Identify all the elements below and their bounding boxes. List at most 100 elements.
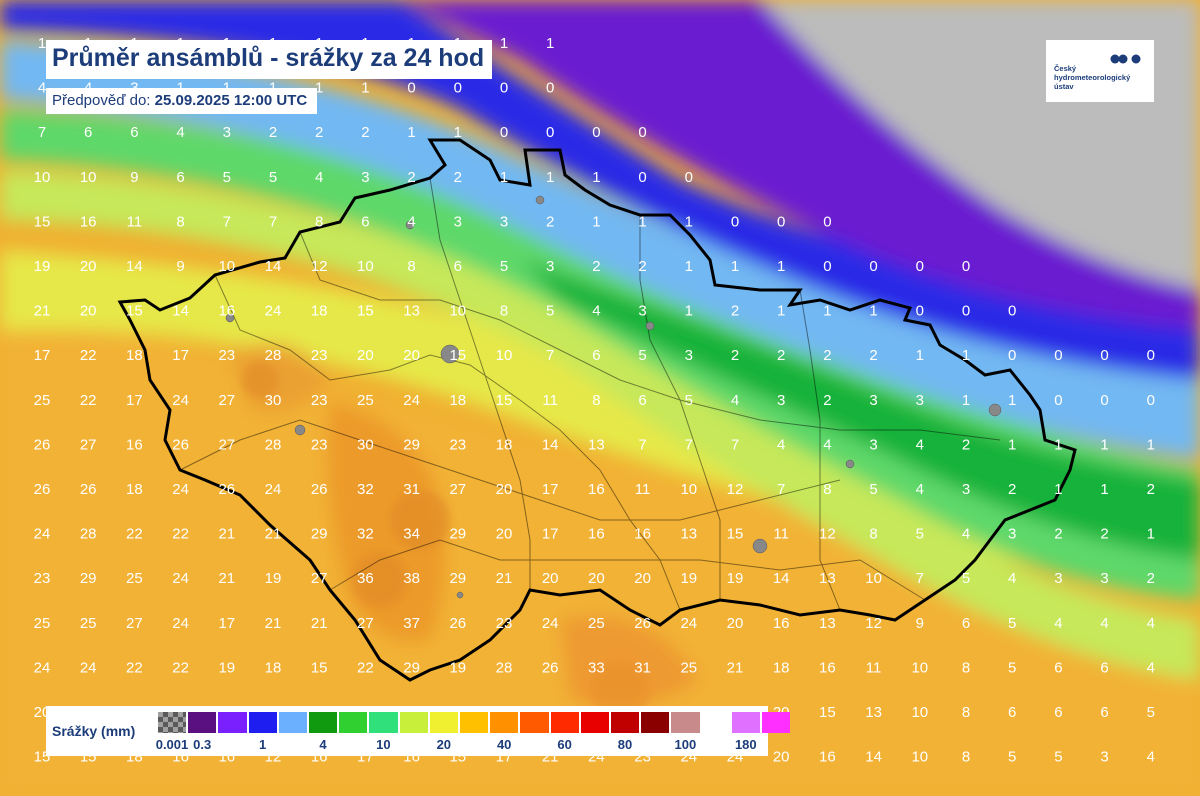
grid-value: 0 [546,80,554,97]
legend-tick-label: 180 [734,737,757,752]
grid-value: 20 [80,303,97,320]
grid-value: 1 [315,80,323,97]
logo-line-2: hydrometeorologický [1054,73,1131,82]
grid-value: 15 [496,392,513,409]
grid-value: 20 [634,570,651,587]
legend-swatch [188,712,217,733]
grid-value: 2 [638,258,646,275]
grid-value: 4 [777,436,785,453]
grid-value: 15 [449,347,466,364]
grid-value: 25 [34,615,51,632]
grid-value: 0 [1008,347,1016,364]
grid-value: 19 [218,659,235,676]
legend-swatch [278,712,307,733]
grid-value: 23 [218,347,235,364]
grid-value: 28 [265,347,282,364]
grid-value: 2 [592,258,600,275]
grid-value: 32 [357,526,374,543]
grid-value: 8 [407,258,415,275]
precipitation-grid-values: 1111111111114431111100007664322211000010… [34,35,1155,766]
grid-value: 3 [500,213,508,230]
grid-value: 3 [1100,749,1108,766]
legend-swatch [218,712,247,733]
grid-value: 16 [218,303,235,320]
grid-value: 3 [546,258,554,275]
grid-value: 11 [866,659,882,676]
grid-value: 27 [218,392,235,409]
grid-value: 22 [126,526,143,543]
grid-value: 10 [34,169,51,186]
grid-value: 23 [311,347,328,364]
grid-value: 21 [34,303,51,320]
grid-value: 26 [34,481,51,498]
grid-value: 22 [172,659,189,676]
grid-value: 0 [823,258,831,275]
grid-value: 9 [916,615,924,632]
grid-value: 32 [357,481,374,498]
grid-value: 10 [218,258,235,275]
grid-value: 20 [542,570,559,587]
precipitation-legend: Srážky (mm) 0.001 0.3 1 4 10 20 40 60 80 100 180 [46,706,791,756]
grid-value: 30 [357,436,374,453]
grid-value: 1 [454,124,462,141]
grid-value: 12 [727,481,744,498]
grid-value: 1 [407,124,415,141]
grid-value: 3 [223,124,231,141]
grid-value: 27 [80,436,97,453]
grid-value: 0 [592,124,600,141]
grid-value: 1 [731,258,739,275]
grid-value: 23 [34,570,51,587]
grid-value: 20 [80,258,97,275]
legend-tick-label: 20 [436,737,452,752]
legend-tick-label: 40 [496,737,512,752]
map-title: Průměr ansámblů - srážky za 24 hod [46,40,493,79]
legend-swatch [611,712,640,733]
grid-value: 1 [1054,481,1062,498]
forecast-date: 25.09.2025 12:00 UTC [154,92,308,109]
grid-value: 27 [218,436,235,453]
grid-value: 1 [1147,436,1155,453]
grid-value: 11 [127,213,143,230]
legend-swatch [460,712,489,733]
grid-value: 18 [449,392,466,409]
grid-value: 2 [361,124,369,141]
grid-value: 10 [911,749,928,766]
grid-value: 12 [865,615,882,632]
grid-value: 6 [592,347,600,364]
grid-value: 21 [496,570,513,587]
grid-value: 0 [638,169,646,186]
grid-value: 4 [1147,615,1155,632]
grid-value: 24 [680,615,697,632]
legend-swatch [429,712,458,733]
grid-value: 0 [962,303,970,320]
grid-value: 17 [542,526,559,543]
grid-value: 36 [357,570,374,587]
grid-value: 20 [773,749,790,766]
grid-value: 24 [80,659,97,676]
legend-tick-label: 80 [617,737,633,752]
grid-value: 7 [223,213,231,230]
grid-value: 0 [823,213,831,230]
grid-value: 4 [176,124,184,141]
legend-swatch [731,712,760,733]
legend-tick-label: 60 [557,737,572,752]
grid-value: 16 [634,526,651,543]
legend-tick-label: 1 [258,737,267,752]
grid-value: 1 [1147,526,1155,543]
chmi-logo: Český hydrometeorologický ústav [1046,40,1154,102]
grid-value: 26 [311,481,328,498]
grid-value: 28 [265,436,282,453]
grid-value: 3 [1054,570,1062,587]
grid-value: 1 [962,392,970,409]
legend-label: Srážky (mm) [52,723,136,739]
legend-swatch [701,712,730,733]
grid-value: 1 [546,35,554,52]
grid-value: 31 [634,659,651,676]
grid-value: 29 [403,436,420,453]
grid-value: 2 [315,124,323,141]
grid-value: 17 [172,347,189,364]
grid-value: 8 [962,704,970,721]
grid-value: 4 [916,481,924,498]
grid-value: 14 [865,749,882,766]
grid-value: 1 [592,169,600,186]
